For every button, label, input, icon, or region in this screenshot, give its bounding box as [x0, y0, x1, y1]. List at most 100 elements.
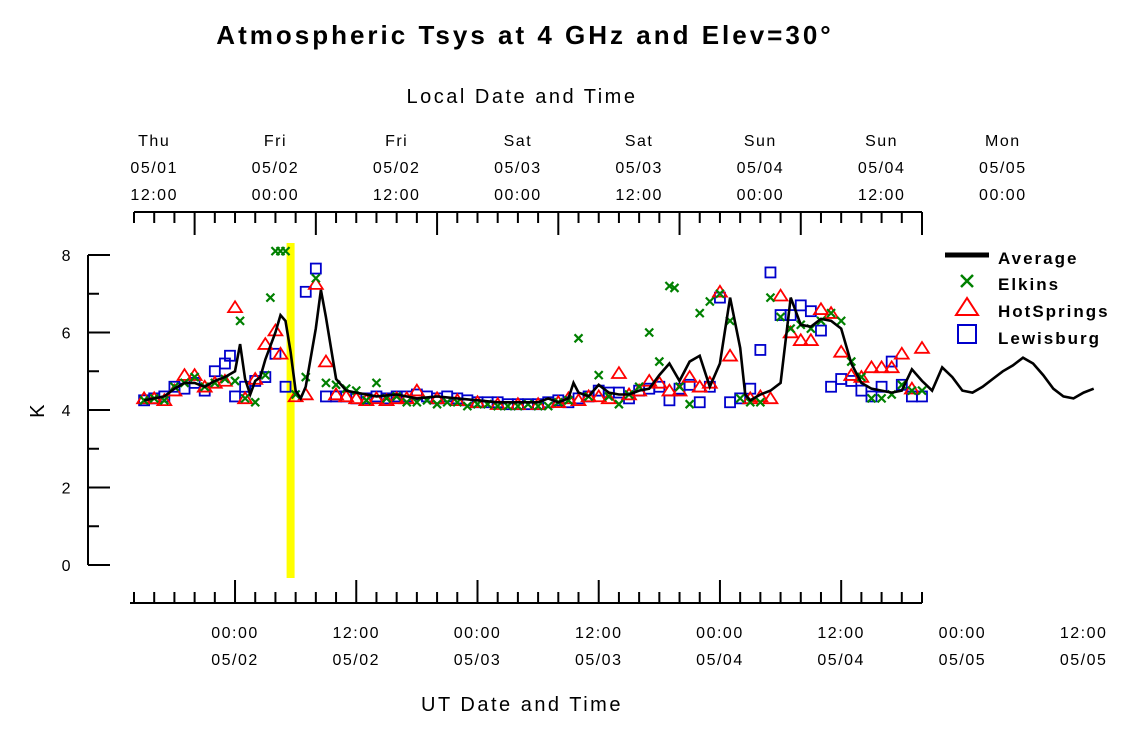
lewisburg-point: [224, 349, 236, 362]
elkins-point: [826, 308, 836, 318]
y-tick-label: 6: [62, 326, 72, 343]
elkins-point: [250, 397, 261, 408]
top-tick-day: Sun: [744, 133, 777, 150]
bottom-tick-time: 00:00: [939, 625, 987, 642]
lewisburg-point: [724, 396, 736, 409]
hotsprings-point: [600, 390, 618, 405]
hotsprings-point: [822, 305, 840, 319]
bottom-tick-time: 00:00: [211, 625, 259, 642]
elkins-point: [563, 395, 574, 406]
hotsprings-point: [175, 367, 194, 381]
lewisburg-point: [229, 390, 241, 403]
hotsprings-point: [357, 392, 375, 407]
highlight-band: [286, 243, 295, 578]
elkins-point: [866, 393, 877, 404]
hotsprings-point: [893, 346, 911, 360]
lewisburg-point: [865, 390, 878, 403]
legend: Average Elkins HotSprings Lewisburg: [945, 249, 1110, 348]
elkins-point: [462, 401, 473, 411]
lewisburg-point: [693, 396, 706, 409]
elkins-point: [765, 292, 776, 303]
elkins-point: [684, 399, 695, 409]
hotsprings-point: [721, 348, 739, 362]
elkins-point: [240, 393, 250, 404]
plot-area: 0 2 4 6 8 Thu 05/01 12:00 Fri 05/02 00:00 Fri 05/02 1…: [62, 133, 1106, 669]
elkins-point: [265, 292, 276, 303]
top-tick-date: 05/02: [373, 160, 421, 177]
bottom-tick-date: 05/04: [817, 652, 865, 669]
legend-label: HotSprings: [998, 302, 1110, 321]
lewisburg-point: [855, 384, 868, 397]
top-tick-date: 05/03: [494, 160, 542, 177]
lewisburg-point: [734, 392, 747, 405]
elkins-point: [361, 395, 372, 406]
elkins-point: [280, 246, 291, 256]
top-tick-time: 12:00: [858, 187, 906, 204]
elkins-point: [705, 296, 715, 307]
lewisburg-point: [653, 380, 666, 393]
bottom-tick-time: 12:00: [575, 625, 623, 642]
lewisburg-point: [663, 394, 676, 407]
hotsprings-point: [802, 332, 820, 346]
hotsprings-point: [337, 388, 355, 403]
top-tick-time: 00:00: [494, 187, 542, 204]
elkins-point: [876, 393, 887, 404]
lewisburg-point: [774, 309, 787, 321]
elkins-point: [412, 397, 422, 408]
hotsprings-point: [772, 288, 790, 302]
hotsprings-point: [256, 336, 274, 350]
bottom-tick-date: 05/04: [696, 652, 744, 669]
top-tick-day: Sat: [504, 133, 533, 150]
elkins-point: [735, 393, 745, 404]
elkins-point: [836, 316, 846, 326]
hotsprings-point: [660, 382, 678, 397]
elkins-point: [917, 385, 927, 396]
hotsprings-point: [842, 367, 860, 381]
hotsprings-point: [155, 392, 173, 407]
top-axis-title: Local Date and Time: [407, 86, 638, 108]
hotsprings-point: [883, 359, 901, 374]
y-axis-label: K: [27, 402, 49, 418]
hotsprings-point: [327, 386, 345, 401]
hotsprings-point: [236, 390, 254, 405]
lewisburg-point: [794, 299, 807, 312]
hotsprings-point: [367, 390, 386, 405]
bottom-tick-date: 05/03: [575, 652, 623, 669]
hotsprings-point: [812, 301, 830, 315]
elkins-point: [614, 399, 624, 409]
lewisburg-point: [825, 380, 837, 393]
y-tick-label: 2: [62, 481, 72, 498]
elkins-point: [371, 378, 382, 388]
hotsprings-point: [792, 332, 810, 346]
legend-item-average: Average: [945, 249, 1076, 268]
chart-title: Atmospheric Tsys at 4 GHz and Elev=30°: [216, 20, 833, 50]
bottom-tick-time: 00:00: [454, 625, 502, 642]
hotsprings-point: [378, 392, 396, 407]
series-average: [143, 289, 1095, 404]
bottom-axis-title: UT Date and Time: [421, 694, 623, 716]
hotsprings-point: [408, 382, 426, 397]
bottom-tick-date: 05/05: [939, 652, 987, 669]
hotsprings-point: [873, 359, 891, 374]
top-tick-day: Fri: [385, 133, 408, 150]
lewisburg-point: [299, 285, 312, 298]
elkins-point: [694, 308, 705, 318]
elkins-point: [593, 370, 604, 380]
hotsprings-point: [347, 390, 365, 405]
elkins-point: [311, 273, 321, 284]
elkins-point: [401, 397, 412, 408]
bottom-tick-date: 05/03: [454, 652, 502, 669]
lewisburg-point: [703, 380, 716, 393]
lewisburg-point: [683, 378, 696, 391]
elkins-point: [755, 397, 766, 408]
hotsprings-point: [388, 390, 406, 405]
top-tick-date: 05/01: [130, 160, 178, 177]
elkins-point: [775, 312, 786, 322]
lewisburg-point: [754, 344, 767, 356]
elkins-point: [669, 283, 680, 293]
elkins-point: [442, 397, 452, 408]
y-tick-label: 8: [62, 248, 72, 265]
hotsprings-point: [271, 346, 290, 360]
top-tick-day: Fri: [264, 133, 287, 150]
